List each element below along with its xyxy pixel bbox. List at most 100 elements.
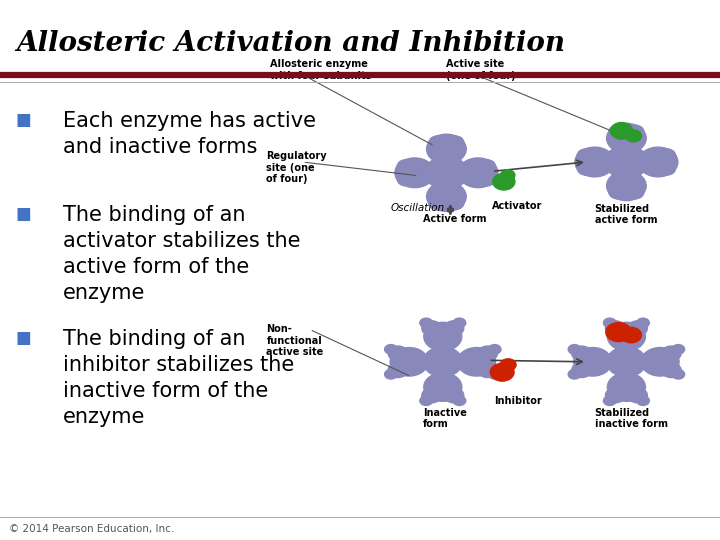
- Circle shape: [626, 130, 642, 142]
- Circle shape: [426, 181, 467, 212]
- Circle shape: [606, 321, 625, 336]
- Circle shape: [636, 318, 649, 328]
- Circle shape: [425, 157, 468, 189]
- Circle shape: [390, 348, 428, 376]
- Text: Active site
(one of four): Active site (one of four): [446, 59, 516, 81]
- Text: Regulatory
site (one
of four): Regulatory site (one of four): [266, 151, 327, 184]
- Circle shape: [446, 197, 464, 210]
- Circle shape: [605, 146, 648, 178]
- Circle shape: [572, 346, 592, 361]
- Text: Inactive
form: Inactive form: [423, 408, 467, 429]
- Circle shape: [444, 388, 464, 403]
- Circle shape: [457, 348, 495, 376]
- Circle shape: [420, 318, 433, 328]
- Circle shape: [422, 388, 441, 403]
- Circle shape: [384, 369, 397, 379]
- Circle shape: [606, 322, 631, 342]
- Circle shape: [606, 123, 647, 153]
- Text: Stabilized
inactive form: Stabilized inactive form: [595, 408, 667, 429]
- Circle shape: [603, 318, 616, 328]
- Text: Each enzyme has active: Each enzyme has active: [63, 111, 315, 131]
- Circle shape: [658, 162, 675, 175]
- Circle shape: [609, 125, 626, 138]
- Text: ■: ■: [16, 111, 32, 129]
- Text: © 2014 Pearson Education, Inc.: © 2014 Pearson Education, Inc.: [9, 523, 174, 534]
- Text: activator stabilizes the: activator stabilizes the: [63, 231, 300, 251]
- Circle shape: [477, 363, 498, 377]
- Circle shape: [424, 373, 462, 401]
- Circle shape: [672, 345, 685, 354]
- Text: Stabilized
active form: Stabilized active form: [595, 204, 657, 225]
- Circle shape: [429, 197, 446, 210]
- Text: Activator: Activator: [492, 201, 542, 211]
- Circle shape: [384, 345, 397, 354]
- Circle shape: [424, 322, 462, 351]
- Text: The binding of an: The binding of an: [63, 205, 245, 225]
- Circle shape: [661, 346, 681, 361]
- Circle shape: [478, 173, 495, 186]
- Circle shape: [488, 369, 501, 379]
- Circle shape: [568, 369, 581, 379]
- Circle shape: [574, 348, 612, 376]
- Text: active form of the: active form of the: [63, 257, 249, 277]
- Text: ■: ■: [16, 329, 32, 347]
- Circle shape: [606, 347, 647, 377]
- Circle shape: [568, 345, 581, 354]
- Text: enzyme: enzyme: [63, 283, 145, 303]
- Circle shape: [492, 173, 515, 190]
- Text: Non-
functional
active site: Non- functional active site: [266, 324, 324, 357]
- Circle shape: [621, 327, 642, 343]
- Circle shape: [606, 388, 625, 403]
- Circle shape: [459, 158, 498, 187]
- Circle shape: [397, 173, 415, 186]
- Circle shape: [626, 125, 644, 138]
- Text: Inhibitor: Inhibitor: [494, 396, 542, 406]
- Text: enzyme: enzyme: [63, 407, 145, 427]
- Circle shape: [388, 346, 408, 361]
- Circle shape: [388, 363, 408, 377]
- Circle shape: [577, 149, 595, 162]
- Circle shape: [661, 363, 681, 377]
- Circle shape: [477, 346, 498, 361]
- Circle shape: [453, 318, 466, 328]
- Circle shape: [603, 396, 616, 406]
- Circle shape: [453, 396, 466, 406]
- Text: inactive form of the: inactive form of the: [63, 381, 268, 401]
- Circle shape: [500, 359, 516, 370]
- Circle shape: [429, 136, 446, 149]
- Text: Active form: Active form: [423, 214, 486, 225]
- Text: ■: ■: [16, 205, 32, 223]
- Circle shape: [478, 160, 495, 173]
- Circle shape: [426, 134, 467, 164]
- Circle shape: [672, 369, 685, 379]
- Circle shape: [397, 160, 415, 173]
- Circle shape: [577, 162, 595, 175]
- Text: The binding of an: The binding of an: [63, 329, 245, 349]
- Circle shape: [608, 322, 645, 351]
- Circle shape: [420, 396, 433, 406]
- Text: and inactive forms: and inactive forms: [63, 137, 257, 157]
- Circle shape: [572, 363, 592, 377]
- Circle shape: [606, 171, 647, 201]
- Text: Oscillation: Oscillation: [391, 204, 445, 213]
- Circle shape: [628, 388, 647, 403]
- Circle shape: [490, 363, 514, 381]
- Circle shape: [658, 149, 675, 162]
- Circle shape: [423, 347, 463, 377]
- Circle shape: [444, 321, 464, 336]
- Circle shape: [608, 373, 645, 401]
- Circle shape: [611, 123, 633, 139]
- Text: Allosteric Activation and Inhibition: Allosteric Activation and Inhibition: [16, 30, 565, 57]
- Circle shape: [628, 321, 647, 336]
- Circle shape: [500, 170, 515, 180]
- Circle shape: [422, 321, 441, 336]
- Circle shape: [626, 186, 644, 199]
- Text: inhibitor stabilizes the: inhibitor stabilizes the: [63, 355, 294, 375]
- Circle shape: [609, 186, 626, 199]
- Circle shape: [488, 345, 501, 354]
- Text: Allosteric enzyme
with four subunits: Allosteric enzyme with four subunits: [270, 59, 372, 81]
- Circle shape: [446, 136, 464, 149]
- Circle shape: [641, 348, 679, 376]
- Circle shape: [636, 396, 649, 406]
- Circle shape: [639, 147, 678, 177]
